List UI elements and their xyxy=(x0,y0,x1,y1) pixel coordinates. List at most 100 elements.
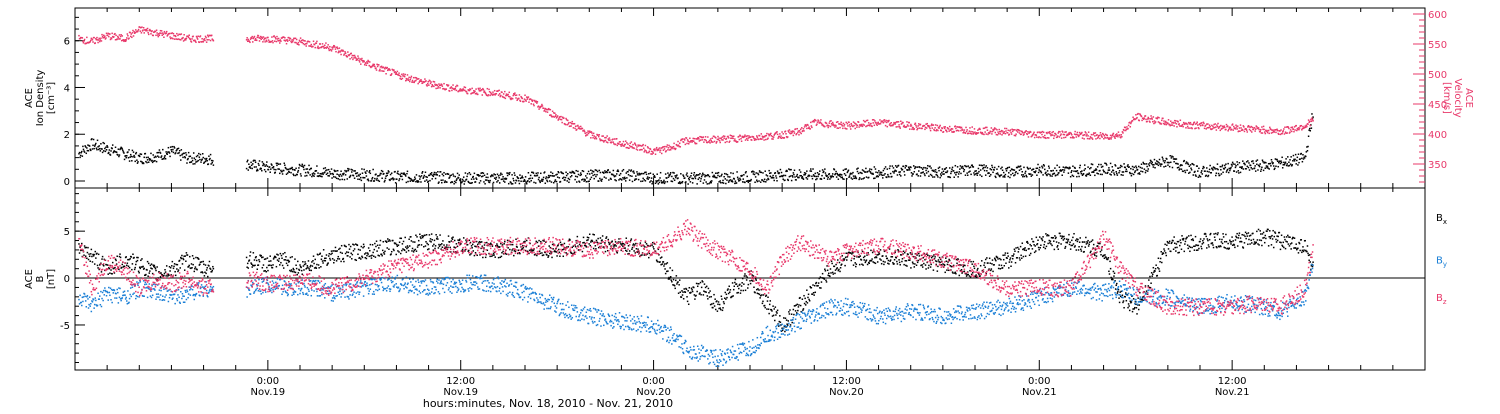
data-point xyxy=(438,86,440,88)
right-axis-label: ACEVelocity[km/s] xyxy=(1441,78,1474,117)
data-point xyxy=(105,151,107,153)
y-tick-label: 4 xyxy=(64,83,70,94)
data-point xyxy=(257,170,259,172)
data-point xyxy=(337,48,339,50)
data-point xyxy=(570,125,572,127)
data-point xyxy=(526,183,528,185)
y-tick-label: -5 xyxy=(60,321,70,332)
data-point xyxy=(943,131,945,133)
data-point xyxy=(278,260,280,262)
data-point xyxy=(1277,166,1279,168)
data-point xyxy=(615,180,617,182)
data-point xyxy=(818,120,820,122)
data-point xyxy=(838,127,840,129)
data-point xyxy=(518,98,520,100)
data-point xyxy=(1041,134,1043,136)
data-point xyxy=(533,172,535,174)
data-point xyxy=(1079,167,1081,169)
data-point xyxy=(993,130,995,132)
data-point xyxy=(1302,154,1304,156)
data-point xyxy=(1115,171,1117,173)
data-point xyxy=(632,181,634,183)
data-point xyxy=(412,80,414,82)
data-point xyxy=(1185,172,1187,174)
data-point xyxy=(351,57,353,59)
data-point xyxy=(1137,169,1139,171)
data-point xyxy=(1216,172,1218,174)
data-point xyxy=(350,175,352,177)
y-tick-label: 6 xyxy=(64,37,70,48)
data-point xyxy=(251,36,253,38)
data-point xyxy=(406,78,408,80)
data-point xyxy=(730,172,732,174)
data-point xyxy=(292,169,294,171)
data-point xyxy=(357,245,359,247)
data-point xyxy=(513,180,515,182)
data-point xyxy=(455,88,457,90)
data-point xyxy=(563,177,565,179)
data-point xyxy=(354,177,356,179)
data-point xyxy=(777,170,779,172)
data-point xyxy=(1247,160,1249,162)
data-point xyxy=(1259,166,1261,168)
data-point xyxy=(1064,169,1066,171)
data-point xyxy=(131,156,133,158)
data-point xyxy=(555,179,557,181)
data-point xyxy=(908,122,910,124)
data-point xyxy=(303,269,305,271)
data-point xyxy=(899,127,901,129)
data-point xyxy=(93,148,95,150)
data-point xyxy=(273,169,275,171)
data-point xyxy=(989,175,991,177)
data-point xyxy=(329,171,331,173)
data-point xyxy=(374,178,376,180)
data-point xyxy=(849,126,851,128)
data-point xyxy=(1105,172,1107,174)
data-point xyxy=(577,176,579,178)
data-point xyxy=(192,160,194,162)
data-point xyxy=(279,42,281,44)
data-point xyxy=(340,261,342,263)
data-point xyxy=(800,171,802,173)
data-point xyxy=(926,172,928,174)
data-point xyxy=(910,124,912,126)
data-point xyxy=(128,157,130,159)
data-point xyxy=(168,274,170,276)
data-point xyxy=(1288,128,1290,129)
data-point xyxy=(984,167,986,169)
data-point xyxy=(196,36,198,38)
data-point xyxy=(1094,175,1096,177)
data-point xyxy=(1010,170,1012,172)
data-point xyxy=(93,139,95,141)
data-point xyxy=(581,174,583,176)
data-point xyxy=(471,88,473,90)
data-point xyxy=(1301,125,1303,127)
data-point xyxy=(183,259,185,261)
data-point xyxy=(572,121,574,123)
data-point xyxy=(875,122,877,124)
data-point xyxy=(345,253,347,255)
data-point xyxy=(174,38,176,40)
data-point xyxy=(489,182,491,184)
data-point xyxy=(127,33,129,35)
data-point xyxy=(679,181,681,183)
data-point xyxy=(928,171,930,173)
data-point xyxy=(669,175,671,177)
data-point xyxy=(882,177,884,179)
data-point xyxy=(211,35,213,37)
data-point xyxy=(910,167,912,169)
data-point xyxy=(113,36,115,38)
data-point xyxy=(521,98,523,100)
data-point xyxy=(785,133,787,135)
data-point xyxy=(537,174,539,176)
data-point xyxy=(295,264,297,266)
data-point xyxy=(89,145,91,147)
data-point xyxy=(1127,128,1129,130)
data-point xyxy=(544,109,546,111)
data-point xyxy=(635,145,637,147)
data-point xyxy=(726,141,728,143)
data-point xyxy=(1073,176,1075,178)
data-point xyxy=(489,180,491,182)
data-point xyxy=(699,173,701,175)
data-point xyxy=(298,167,300,169)
